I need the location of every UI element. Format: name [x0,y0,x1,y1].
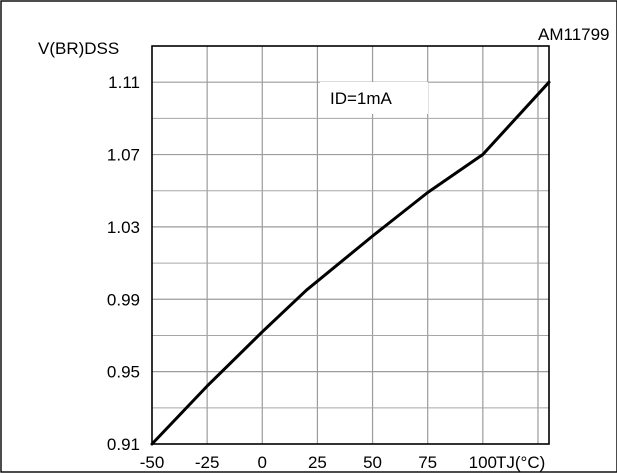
x-tick-label: -25 [195,453,220,472]
y-tick-label: 1.07 [107,146,140,165]
series-layer [150,80,551,446]
x-tick-label: 100 [469,453,497,472]
y-tick-label: 1.11 [108,73,140,92]
y-tick-label: 1.03 [107,218,140,237]
y-axis-label: V(BR)DSS [38,39,119,58]
x-tick-label: -50 [140,453,165,472]
y-tick-label: 0.91 [107,435,140,454]
annotation-label: ID=1mA [330,89,393,108]
plot-frame [151,45,550,445]
x-tick-label: 0 [258,453,267,472]
x-axis-label: TJ(°C) [496,453,545,472]
y-tick-label: 0.99 [107,290,140,309]
x-tick-label: 25 [308,453,327,472]
tick-labels: -50 -25 0 25 50 75 100 0.91 0.95 0.99 1.03 1.07 1.11 [107,73,497,472]
x-tick-label: 50 [363,453,382,472]
annotation-box [320,82,428,114]
y-tick-label: 0.95 [107,363,140,382]
figure-id-label: AM11799 [538,25,610,44]
x-tick-label: 75 [418,453,437,472]
data-series-line [150,80,551,446]
